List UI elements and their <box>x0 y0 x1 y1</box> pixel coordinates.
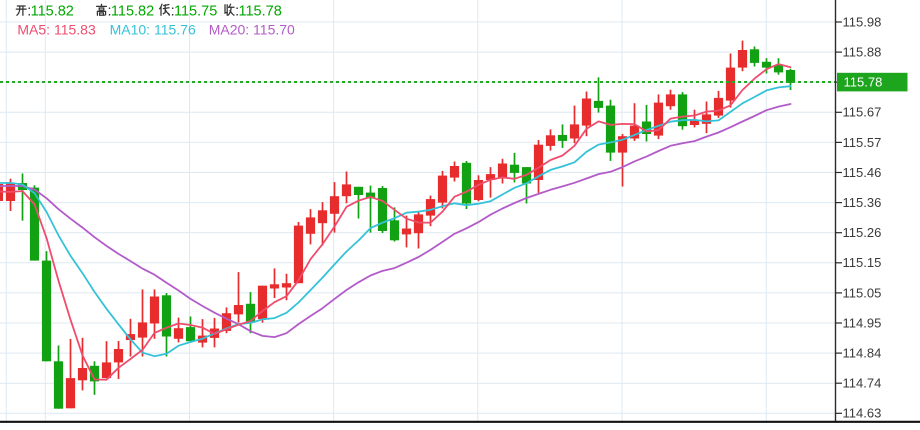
svg-text::: : <box>108 3 112 19</box>
svg-text:115.36: 115.36 <box>843 195 882 210</box>
svg-text:115.75: 115.75 <box>174 3 217 19</box>
svg-text:114.84: 114.84 <box>843 346 882 361</box>
svg-text:115.67: 115.67 <box>843 105 882 120</box>
svg-text::: : <box>235 3 239 19</box>
svg-text:115.82: 115.82 <box>111 3 154 19</box>
svg-text:MA10: 115.76: MA10: 115.76 <box>110 21 196 37</box>
svg-text:115.78: 115.78 <box>239 3 282 19</box>
svg-text:115.57: 115.57 <box>843 135 882 150</box>
svg-text:114.95: 114.95 <box>843 315 882 330</box>
svg-text:MA20: 115.70: MA20: 115.70 <box>209 21 295 37</box>
svg-text:114.63: 114.63 <box>843 406 882 421</box>
svg-text::: : <box>27 3 31 19</box>
svg-text:115.05: 115.05 <box>843 285 882 300</box>
svg-text:115.46: 115.46 <box>843 165 882 180</box>
svg-text:115.88: 115.88 <box>843 45 882 60</box>
svg-text:115.82: 115.82 <box>31 3 74 19</box>
svg-text::: : <box>171 3 175 19</box>
svg-text:115.78: 115.78 <box>844 75 883 90</box>
svg-text:115.98: 115.98 <box>843 14 882 29</box>
svg-text:MA5: 115.83: MA5: 115.83 <box>17 21 96 37</box>
svg-text:115.15: 115.15 <box>843 255 882 270</box>
svg-text:114.74: 114.74 <box>843 376 882 391</box>
svg-text:115.26: 115.26 <box>843 225 882 240</box>
